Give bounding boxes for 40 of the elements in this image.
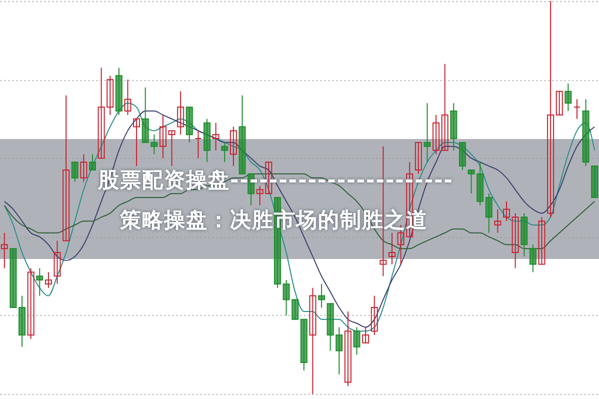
- candlestick: [54, 240, 61, 284]
- candlestick: [388, 232, 396, 265]
- candlestick: [62, 94, 70, 242]
- candlestick: [0, 232, 8, 269]
- candlestick: [503, 200, 510, 222]
- candlestick: [529, 244, 536, 273]
- candlestick: [424, 102, 431, 163]
- candlestick: [44, 272, 52, 288]
- candlestick: [547, 0, 554, 218]
- candlestick: [212, 122, 220, 151]
- candlestick: [414, 142, 422, 174]
- candlestick: [512, 212, 519, 269]
- candlestick: [159, 114, 166, 159]
- candlestick: [71, 162, 78, 182]
- candlestick: [370, 295, 378, 336]
- candlestick: [458, 142, 466, 170]
- candlestick: [27, 268, 34, 340]
- candlestick: [344, 310, 352, 387]
- candlestick: [318, 283, 326, 308]
- candlestick: [221, 142, 228, 163]
- candlestick: [538, 216, 546, 265]
- candlestick: [124, 79, 132, 116]
- candlestick: [309, 287, 316, 394]
- candlestick: [80, 154, 88, 182]
- candlestick: [564, 83, 572, 112]
- candlestick: [230, 126, 237, 167]
- candlestick: [432, 114, 440, 155]
- candlestick: [556, 90, 563, 116]
- candlestick: [441, 63, 448, 151]
- candlestick: [573, 98, 580, 120]
- candlestick: [353, 326, 360, 356]
- candlestick: [194, 130, 202, 159]
- candlestick: [362, 326, 370, 344]
- candlestick: [177, 90, 184, 136]
- candlestick: [88, 154, 96, 170]
- candlestick: [133, 118, 140, 167]
- candlestick: [485, 193, 492, 234]
- candlestick: [36, 268, 44, 296]
- candlestick: [494, 208, 502, 234]
- candlestick: [168, 130, 176, 167]
